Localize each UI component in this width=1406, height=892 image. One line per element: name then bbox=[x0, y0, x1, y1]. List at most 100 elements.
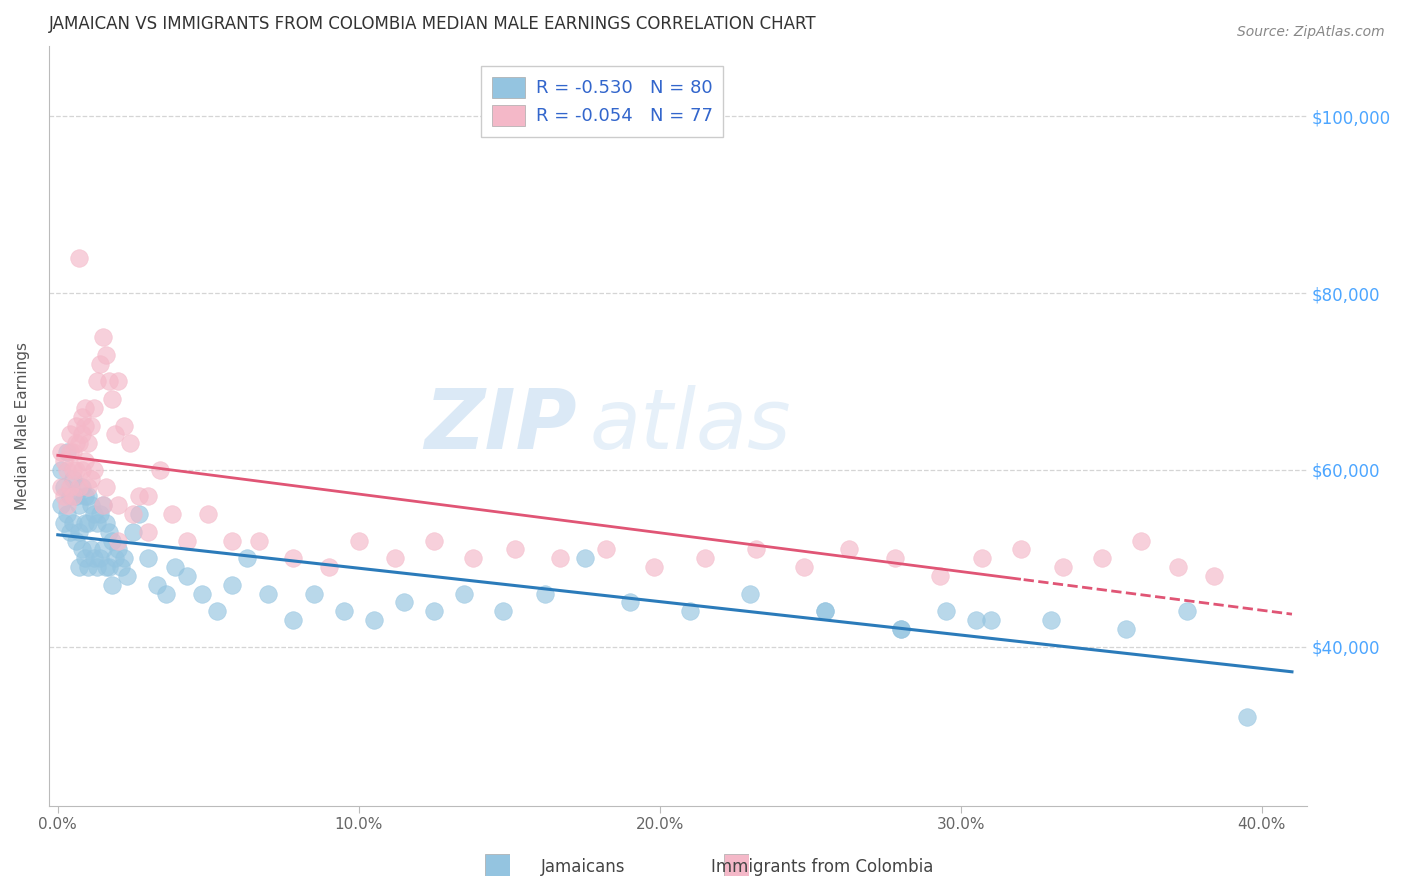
Point bbox=[97, 375, 120, 389]
Point bbox=[574, 551, 596, 566]
Point bbox=[97, 560, 120, 574]
Point bbox=[128, 507, 150, 521]
Point bbox=[980, 613, 1002, 627]
Point bbox=[83, 551, 105, 566]
Point bbox=[423, 604, 446, 618]
Point bbox=[112, 418, 135, 433]
Point bbox=[1175, 604, 1198, 618]
Point bbox=[793, 560, 815, 574]
Point bbox=[176, 533, 198, 548]
Point bbox=[107, 533, 129, 548]
Point bbox=[67, 560, 90, 574]
Point bbox=[83, 507, 105, 521]
Point bbox=[73, 516, 96, 530]
Text: Immigrants from Colombia: Immigrants from Colombia bbox=[711, 858, 934, 876]
Point bbox=[249, 533, 271, 548]
Point bbox=[281, 613, 304, 627]
Point bbox=[384, 551, 406, 566]
Point bbox=[107, 498, 129, 512]
Point bbox=[70, 542, 93, 557]
Point bbox=[165, 560, 187, 574]
Legend: R = -0.530   N = 80, R = -0.054   N = 77: R = -0.530 N = 80, R = -0.054 N = 77 bbox=[481, 66, 723, 136]
Point bbox=[80, 498, 103, 512]
Point bbox=[1130, 533, 1153, 548]
Point bbox=[56, 498, 79, 512]
Point bbox=[56, 445, 79, 459]
Point bbox=[94, 348, 117, 362]
Point bbox=[1091, 551, 1114, 566]
Point bbox=[197, 507, 219, 521]
Point bbox=[136, 489, 159, 503]
Point bbox=[965, 613, 987, 627]
Point bbox=[693, 551, 716, 566]
Point bbox=[80, 542, 103, 557]
Point bbox=[59, 427, 82, 442]
Point bbox=[70, 427, 93, 442]
Point bbox=[1115, 622, 1137, 636]
Point bbox=[67, 436, 90, 450]
Point bbox=[62, 516, 84, 530]
Point bbox=[1202, 569, 1225, 583]
Point bbox=[52, 454, 75, 468]
Text: atlas: atlas bbox=[589, 385, 792, 467]
Point bbox=[883, 551, 905, 566]
Point bbox=[281, 551, 304, 566]
Point bbox=[534, 586, 557, 600]
Point bbox=[86, 375, 108, 389]
Point bbox=[146, 577, 169, 591]
Point bbox=[52, 481, 75, 495]
Point bbox=[392, 595, 415, 609]
Point bbox=[89, 551, 111, 566]
Point bbox=[97, 524, 120, 539]
Point bbox=[1052, 560, 1074, 574]
Point bbox=[128, 489, 150, 503]
Text: Jamaicans: Jamaicans bbox=[541, 858, 626, 876]
Point bbox=[149, 463, 172, 477]
Point bbox=[62, 445, 84, 459]
Point bbox=[94, 481, 117, 495]
Point bbox=[62, 472, 84, 486]
Point bbox=[83, 463, 105, 477]
Point bbox=[1167, 560, 1189, 574]
Text: JAMAICAN VS IMMIGRANTS FROM COLOMBIA MEDIAN MALE EARNINGS CORRELATION CHART: JAMAICAN VS IMMIGRANTS FROM COLOMBIA MED… bbox=[49, 15, 817, 33]
Point bbox=[56, 463, 79, 477]
Point bbox=[112, 551, 135, 566]
Point bbox=[49, 445, 72, 459]
Point bbox=[104, 551, 127, 566]
Point bbox=[136, 524, 159, 539]
Point bbox=[423, 533, 446, 548]
Point bbox=[136, 551, 159, 566]
Point bbox=[332, 604, 354, 618]
Point bbox=[318, 560, 340, 574]
Point bbox=[176, 569, 198, 583]
Point bbox=[679, 604, 702, 618]
Point bbox=[77, 560, 100, 574]
Point bbox=[65, 489, 87, 503]
Point bbox=[49, 498, 72, 512]
Point bbox=[122, 507, 145, 521]
Point bbox=[740, 586, 762, 600]
Point bbox=[814, 604, 837, 618]
Point bbox=[890, 622, 912, 636]
Point bbox=[115, 569, 138, 583]
Point bbox=[107, 542, 129, 557]
Point bbox=[118, 436, 141, 450]
Point bbox=[221, 533, 243, 548]
Point bbox=[107, 375, 129, 389]
Point bbox=[80, 472, 103, 486]
Point bbox=[67, 524, 90, 539]
Point bbox=[67, 481, 90, 495]
Point bbox=[65, 463, 87, 477]
Point bbox=[155, 586, 177, 600]
Point bbox=[70, 463, 93, 477]
Point bbox=[492, 604, 515, 618]
Point bbox=[207, 604, 229, 618]
Point bbox=[86, 560, 108, 574]
Point bbox=[52, 516, 75, 530]
Point bbox=[65, 533, 87, 548]
Point bbox=[935, 604, 957, 618]
Point bbox=[363, 613, 385, 627]
Point bbox=[236, 551, 259, 566]
Point bbox=[56, 507, 79, 521]
Point bbox=[110, 560, 132, 574]
